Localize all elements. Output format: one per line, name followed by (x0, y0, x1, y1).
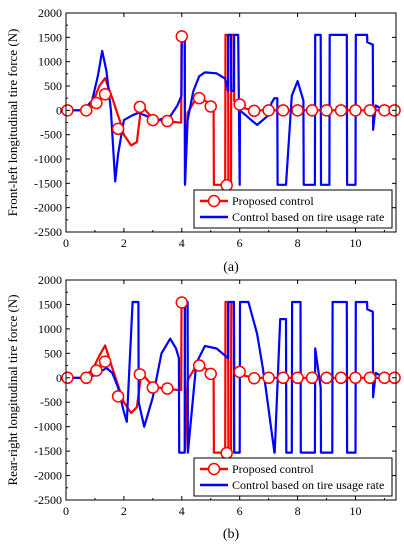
y-tick-label: -2000 (34, 469, 62, 483)
y-tick-label: 0 (56, 371, 62, 385)
marker-point (90, 96, 103, 110)
marker-point (80, 371, 93, 385)
series-line-usage-rate (66, 33, 396, 186)
chart-panel-a: -2500 -2000 -1500 -1000 -500 0 500 1000 1500 2000… (5, 6, 401, 275)
marker-point (334, 104, 348, 117)
x-tick-label: 2 (121, 236, 127, 250)
y-tick-label: 1000 (38, 322, 62, 336)
legend-box (193, 457, 393, 497)
x-tick-label: 8 (295, 236, 301, 250)
marker-point (305, 371, 319, 385)
y-tick-label: -2000 (34, 201, 62, 215)
y-tick-label: -1000 (34, 420, 62, 434)
marker-point (80, 104, 93, 117)
marker-point (262, 371, 275, 385)
legend: Proposed control Control based on tire us… (193, 189, 393, 229)
y-tick-label: 500 (44, 79, 62, 93)
marker-point (334, 371, 348, 385)
marker-point (378, 104, 391, 117)
marker-point (192, 91, 206, 105)
legend-label: Control based on tire usage rate (232, 210, 384, 224)
marker-point (233, 98, 246, 111)
series-line-usage-rate (66, 300, 396, 454)
x-tick-label: 6 (237, 236, 243, 250)
x-tick-label: 2 (121, 504, 127, 518)
marker-point (320, 104, 333, 117)
marker-point (349, 104, 362, 117)
marker-point (378, 371, 391, 385)
marker-point (291, 371, 304, 385)
marker-point (204, 367, 217, 381)
marker-point (98, 88, 112, 101)
chart-panel-b: -2500 -2000 -1500 -1000 -500 0 500 1000 1500 2000… (5, 273, 401, 542)
y-tick-label: -500 (40, 128, 62, 142)
marker-point (133, 100, 147, 114)
marker-point (146, 113, 160, 127)
marker-point (146, 381, 160, 394)
x-tick-label: 4 (179, 504, 185, 518)
y-tick-label: 1500 (38, 297, 62, 311)
x-tick-label: 0 (63, 504, 69, 518)
y-tick-label: 500 (44, 346, 62, 360)
marker-point (320, 371, 333, 385)
marker-point (175, 30, 189, 43)
marker-point (247, 104, 261, 118)
marker-point (363, 371, 377, 385)
y-tick-label: 1000 (38, 55, 62, 69)
y-tick-label: -2500 (34, 225, 62, 239)
panel-caption: (b) (223, 527, 240, 542)
x-tick-label: 4 (179, 236, 185, 250)
marker-point (276, 104, 290, 117)
marker-point (111, 122, 125, 136)
marker-point (90, 364, 103, 377)
marker-point (349, 371, 362, 385)
marker-point (305, 104, 319, 117)
marker-point (220, 446, 233, 460)
marker-point (276, 371, 290, 385)
y-tick-label: 2000 (38, 6, 62, 20)
marker-point (161, 114, 174, 128)
marker-point (111, 390, 125, 403)
y-tick-label: -1500 (34, 176, 62, 190)
panel-caption: (a) (223, 260, 239, 275)
x-tick-label: 0 (63, 236, 69, 250)
marker-point (233, 365, 246, 379)
marker-point (262, 104, 275, 117)
legend-box (193, 189, 393, 229)
legend-marker (207, 462, 221, 476)
x-tick-label: 10 (349, 236, 361, 250)
legend: Proposed control Control based on tire us… (193, 457, 393, 497)
y-axis-label: Front-left longitudinal tire force (N) (5, 29, 20, 217)
marker-point (192, 359, 206, 372)
legend-marker (207, 194, 221, 208)
y-tick-label: -1500 (34, 444, 62, 458)
y-tick-label: -500 (40, 395, 62, 409)
marker-point (291, 104, 304, 117)
y-tick-label: -1000 (34, 152, 62, 166)
marker-point (247, 372, 261, 385)
y-tick-label: 0 (56, 103, 62, 117)
marker-point (161, 382, 174, 395)
legend-label: Control based on tire usage rate (232, 478, 384, 492)
y-tick-label: -2500 (34, 493, 62, 507)
x-tick-label: 6 (237, 504, 243, 518)
marker-point (204, 100, 217, 113)
legend-label: Proposed control (232, 194, 314, 208)
marker-point (220, 179, 233, 192)
legend-label: Proposed control (232, 462, 314, 476)
y-tick-label: 1500 (38, 30, 62, 44)
x-tick-label: 8 (295, 504, 301, 518)
x-tick-label: 10 (349, 504, 361, 518)
y-axis-label: Rear-right longitudinal tire force (N) (5, 294, 20, 485)
marker-point (98, 355, 112, 368)
marker-point (175, 296, 189, 309)
y-tick-label: 2000 (38, 273, 62, 287)
marker-point (133, 368, 147, 381)
marker-point (363, 104, 377, 117)
